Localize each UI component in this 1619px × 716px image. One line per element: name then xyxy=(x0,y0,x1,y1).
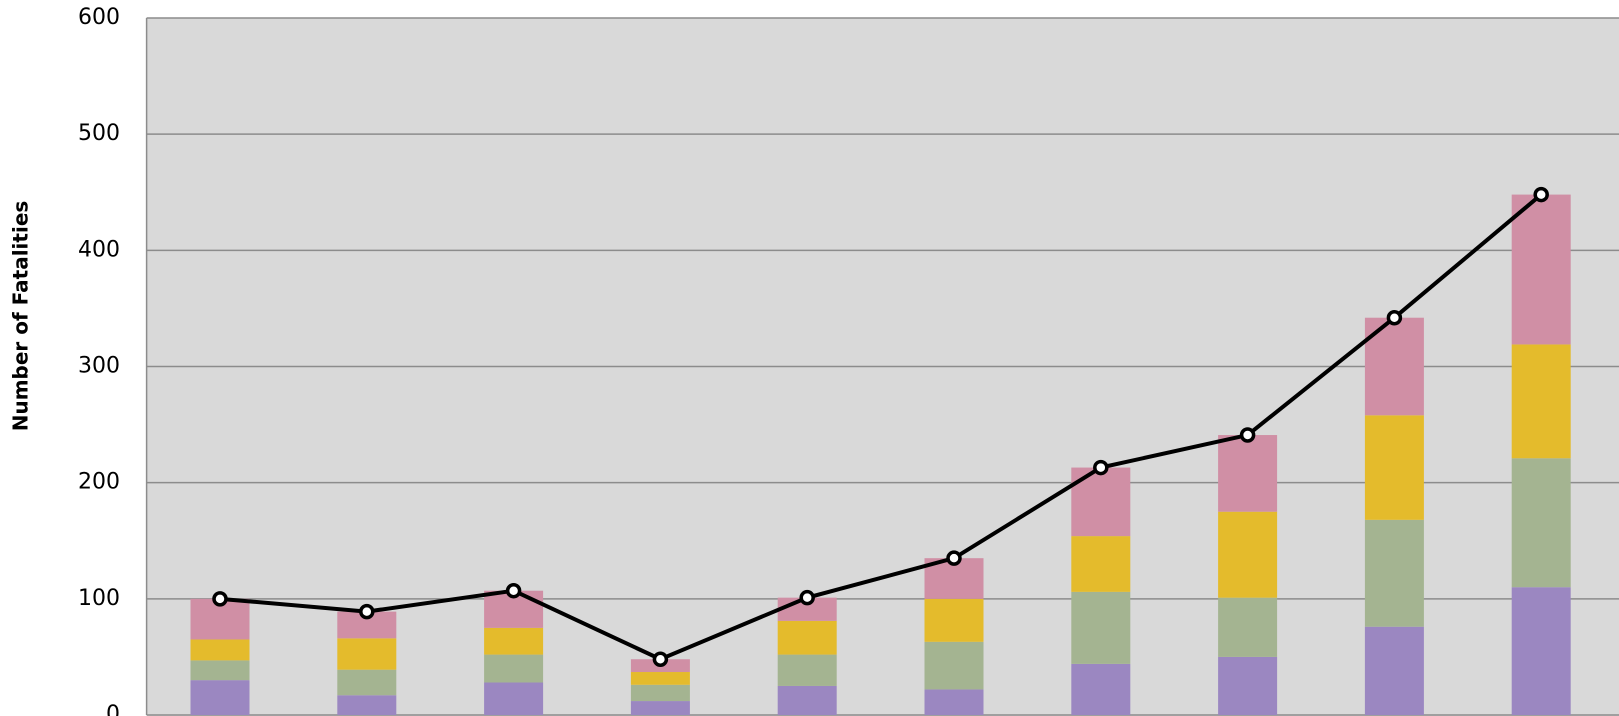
bar-segment xyxy=(190,660,250,681)
bar-segment xyxy=(630,672,690,685)
bar-segment xyxy=(924,598,984,642)
bar-segment xyxy=(337,638,397,670)
bar-segment xyxy=(1364,519,1424,627)
bar-segment xyxy=(1071,536,1131,592)
line-marker xyxy=(1093,459,1109,476)
bar-segment xyxy=(1071,467,1131,537)
bar-segment xyxy=(1218,511,1278,598)
line-marker xyxy=(799,589,815,606)
bar-segment xyxy=(1218,597,1278,657)
bar-segment xyxy=(1218,656,1278,715)
bar-segment xyxy=(1364,626,1424,715)
bar-segment xyxy=(1511,587,1571,715)
y-tick-label: 200 xyxy=(78,470,120,495)
line-marker xyxy=(1239,427,1256,443)
line-marker xyxy=(505,582,522,599)
bar-segment xyxy=(484,654,544,683)
bar-segment xyxy=(777,685,837,715)
bar-segment xyxy=(777,654,837,686)
line-marker xyxy=(946,550,962,566)
bar-segment xyxy=(337,695,397,715)
bar-segment xyxy=(630,684,690,702)
y-tick-label: 300 xyxy=(78,354,120,379)
y-tick-label: 0 xyxy=(106,702,120,716)
y-tick-label: 600 xyxy=(78,5,120,30)
bar-segment xyxy=(1218,435,1278,512)
line-marker xyxy=(1533,186,1549,203)
line-marker xyxy=(1386,309,1403,326)
y-tick-label: 500 xyxy=(78,121,120,146)
bar-segment xyxy=(337,669,397,696)
line-marker xyxy=(212,591,228,607)
bar-segment xyxy=(1071,663,1131,715)
y-axis-label: Number of Fatalities xyxy=(9,201,33,432)
bar-segment xyxy=(777,620,837,655)
bar-segment xyxy=(1364,415,1424,520)
bar-segment xyxy=(484,682,544,715)
bar-segment xyxy=(190,680,250,715)
y-tick-label: 400 xyxy=(78,237,120,262)
bar-segment xyxy=(1071,591,1131,664)
bar-segment xyxy=(1511,458,1571,588)
bar-segment xyxy=(190,639,250,661)
bar-segment xyxy=(924,641,984,690)
line-marker xyxy=(359,603,375,620)
y-tick-label: 100 xyxy=(78,586,120,611)
bar-segment xyxy=(630,701,690,715)
bar-segment xyxy=(924,689,984,715)
bar-segment xyxy=(1511,194,1571,345)
line-marker xyxy=(652,651,669,667)
line xyxy=(219,193,1543,662)
bar-segment xyxy=(1511,344,1571,459)
bar-segment xyxy=(484,627,544,655)
